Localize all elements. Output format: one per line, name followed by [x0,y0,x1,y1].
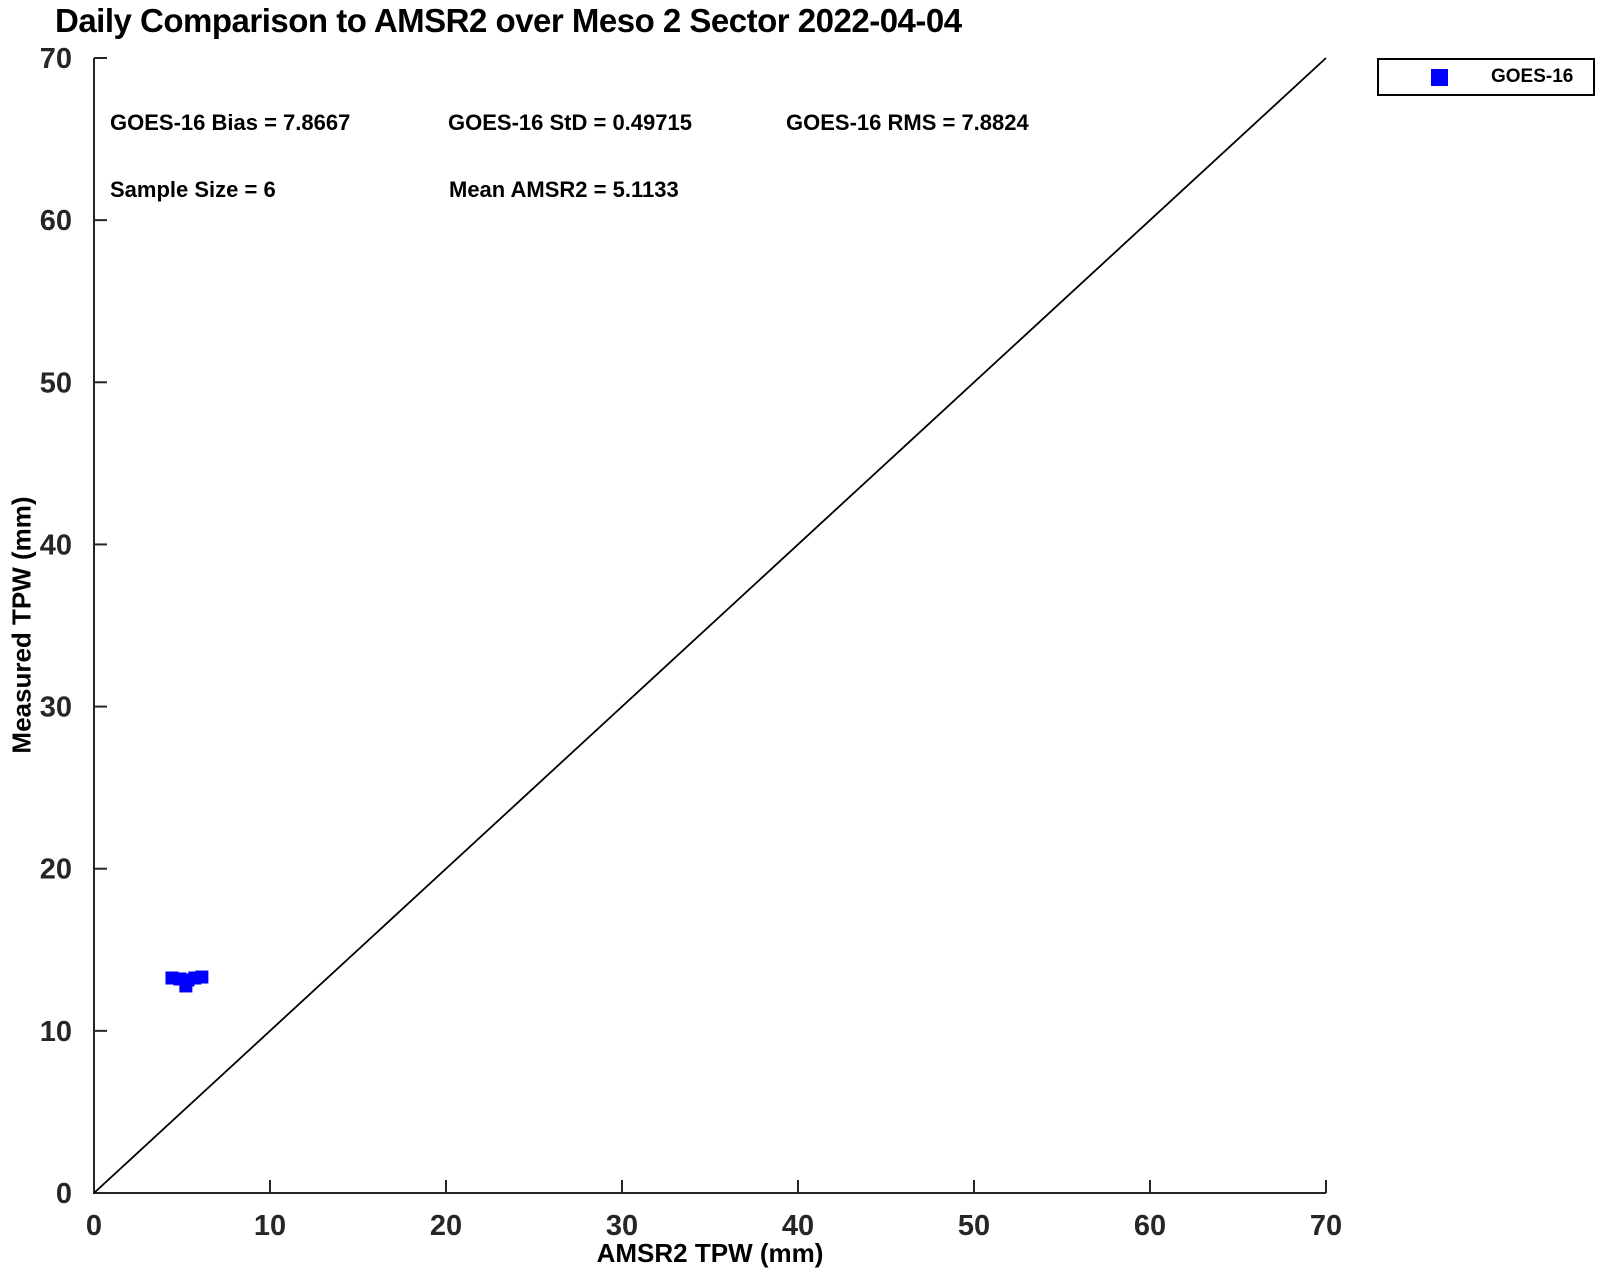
x-tick-label: 30 [606,1210,638,1242]
y-tick-label: 10 [40,1016,72,1048]
stat-bias: GOES-16 Bias = 7.8667 [110,110,351,135]
y-axis-label: Measured TPW (mm) [6,496,37,754]
stat-sample-size: Sample Size = 6 [110,177,276,202]
data-point-marker [179,979,193,993]
legend-entry-label: GOES-16 [1491,66,1574,87]
legend-marker-square-icon [1431,68,1448,86]
x-axis-label: AMSR2 TPW (mm) [596,1238,824,1268]
y-tick-label: 50 [40,367,72,399]
x-tick-label: 20 [430,1210,462,1242]
x-tick-label: 40 [782,1210,814,1242]
stat-mean-amsr2: Mean AMSR2 = 5.1133 [449,177,679,202]
x-tick-label: 50 [958,1210,990,1242]
data-point-marker [195,970,209,984]
x-tick-label: 60 [1134,1210,1166,1242]
y-tick-label: 20 [40,854,72,886]
x-tick-label: 0 [86,1210,102,1242]
y-tick-label: 0 [56,1178,72,1210]
stat-std: GOES-16 StD = 0.49715 [448,110,692,135]
identity-line [93,57,1327,1194]
x-tick-label: 70 [1310,1210,1342,1242]
y-tick-label: 40 [40,529,72,561]
x-tick-label: 10 [254,1210,286,1242]
y-tick-label: 70 [40,43,72,75]
y-tick-label: 60 [40,205,72,237]
y-tick-label: 30 [40,692,72,724]
chart-title: Daily Comparison to AMSR2 over Meso 2 Se… [55,2,962,39]
stat-rms: GOES-16 RMS = 7.8824 [786,110,1029,135]
legend: GOES-16 [1377,58,1595,96]
